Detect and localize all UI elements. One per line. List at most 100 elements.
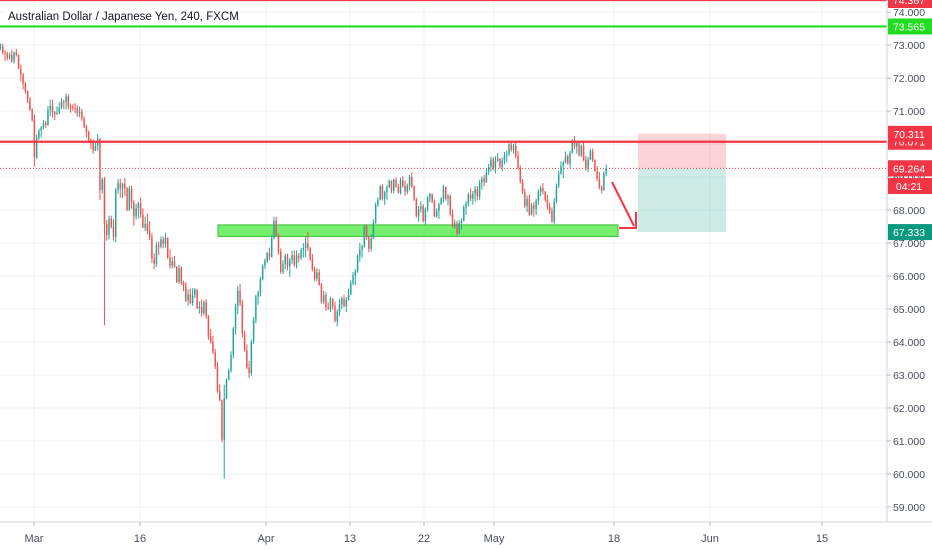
- candle-body: [388, 180, 390, 188]
- candle-body: [413, 186, 415, 200]
- candle-body: [196, 289, 198, 309]
- candle-body: [289, 259, 291, 267]
- support-zone: [217, 224, 619, 237]
- candle-body: [13, 52, 15, 61]
- candle-body: [51, 106, 54, 113]
- candle-body: [241, 303, 244, 334]
- price-axis-background: [887, 0, 932, 522]
- candle-body: [228, 370, 230, 380]
- candle-body: [153, 258, 155, 264]
- candle-body: [22, 74, 24, 84]
- candle-body: [189, 294, 192, 304]
- candle-body: [239, 290, 241, 304]
- candle-body: [81, 111, 83, 119]
- candle-body: [381, 186, 384, 199]
- chart-title: Australian Dollar / Japanese Yen, 240, F…: [6, 11, 241, 23]
- candle-body: [341, 298, 343, 305]
- candle-body: [237, 290, 239, 307]
- candle-body: [580, 146, 583, 156]
- candle-body: [582, 146, 585, 160]
- candle-body: [266, 253, 268, 261]
- candle-body: [406, 185, 409, 192]
- price-label: 04:21: [896, 181, 922, 193]
- candle-body: [209, 336, 212, 342]
- candle-body: [146, 223, 149, 231]
- candle-body: [417, 209, 420, 217]
- candle-body: [596, 171, 598, 180]
- candle-body: [530, 205, 533, 215]
- candle-body: [476, 189, 479, 197]
- candle-body: [300, 249, 302, 258]
- x-tick-label: Mar: [25, 533, 44, 545]
- candle-body: [510, 144, 513, 150]
- candle-body: [553, 201, 555, 222]
- candle-body: [542, 188, 544, 192]
- candle-body: [255, 296, 257, 320]
- candle-body: [67, 96, 70, 107]
- candle-body: [603, 173, 605, 191]
- candle-body: [469, 194, 472, 199]
- candle-body: [187, 294, 189, 301]
- candle-body: [15, 52, 18, 55]
- candle-body: [49, 106, 51, 110]
- candle-body: [302, 248, 305, 250]
- candle-body: [119, 183, 122, 189]
- candle-body: [578, 143, 580, 156]
- candle-body: [429, 193, 431, 199]
- candle-body: [408, 176, 411, 186]
- candle-body: [94, 145, 97, 151]
- candle-body: [345, 299, 348, 307]
- candle-body: [103, 179, 106, 225]
- candle-body: [350, 283, 352, 295]
- candle-body: [496, 158, 499, 161]
- candle-body: [347, 294, 350, 300]
- candle-body: [560, 165, 562, 174]
- candle-body: [338, 304, 341, 312]
- candle-body: [524, 192, 526, 207]
- position-stop-zone: [638, 133, 726, 169]
- candle-body: [160, 239, 162, 247]
- candle-body: [420, 206, 422, 210]
- candle-body: [481, 178, 483, 183]
- candle-body: [47, 109, 49, 125]
- price-label: 70.311: [893, 129, 924, 141]
- y-tick-label: 67.000: [893, 238, 925, 250]
- candle-body: [435, 211, 438, 217]
- candle-body: [17, 54, 20, 69]
- candle-body: [139, 203, 142, 215]
- candle-body: [415, 199, 418, 217]
- x-tick-label: Jun: [701, 533, 719, 545]
- price-label-box: [888, 125, 932, 142]
- candle-body: [112, 226, 115, 237]
- candle-body: [505, 153, 508, 155]
- candle-body: [293, 255, 296, 265]
- candle-body: [327, 307, 329, 309]
- candle-body: [58, 107, 61, 113]
- time-axis-background: [0, 522, 932, 550]
- candle-body: [304, 243, 307, 249]
- x-tick-label: 15: [816, 533, 828, 545]
- x-tick-label: May: [484, 533, 505, 545]
- candle-body: [171, 261, 174, 266]
- candle-body: [162, 239, 164, 245]
- candle-body: [576, 143, 578, 147]
- candle-body: [329, 298, 332, 309]
- candle-body: [368, 237, 370, 249]
- price-label-box: [888, 224, 932, 241]
- candle-body: [404, 185, 406, 192]
- candle-body: [33, 119, 36, 158]
- candle-body: [83, 118, 85, 127]
- candle-body: [395, 179, 397, 187]
- candle-body: [277, 235, 280, 252]
- candle-body: [78, 111, 81, 114]
- candle-body: [356, 255, 359, 272]
- candle-body: [180, 268, 183, 283]
- candle-body: [74, 108, 76, 110]
- candle-body: [467, 194, 470, 204]
- candle-body: [485, 171, 488, 183]
- price-label-box: [888, 160, 932, 177]
- candle-body: [598, 179, 601, 188]
- candle-body: [544, 191, 546, 200]
